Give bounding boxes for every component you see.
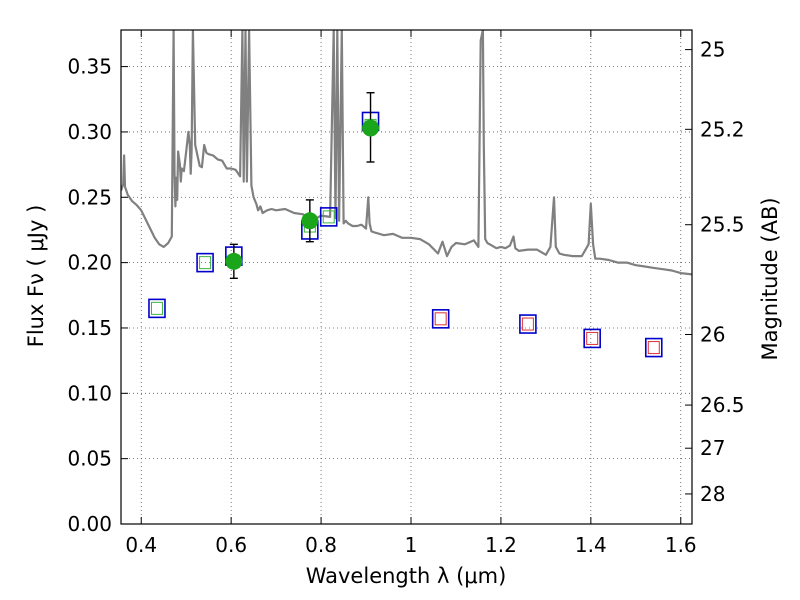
secondary-y-axis-label: Magnitude (AB) (758, 197, 782, 360)
sed-spectrum (121, 30, 692, 276)
y2-tick-label: 27 (700, 436, 725, 460)
x-tick-label: 0.6 (215, 533, 247, 557)
y2-tick-label: 28 (700, 482, 725, 506)
plot-frame (120, 29, 693, 525)
nir-model-box (644, 337, 663, 358)
y-tick-label: 0.30 (67, 120, 112, 144)
observed-point (362, 119, 380, 137)
sed-line (121, 30, 692, 276)
optical-model-inner-box (199, 256, 212, 270)
x-tick-label: 1.6 (665, 533, 697, 557)
y-tick-label: 0.25 (67, 185, 112, 209)
plot-border (120, 29, 693, 525)
optical-model-box (196, 252, 214, 273)
optical-model-box (319, 207, 338, 227)
data-markers (148, 92, 663, 358)
nir-model-inner-box (586, 331, 599, 345)
nir-model-box (431, 309, 450, 329)
y-tick-label: 0.10 (67, 381, 112, 405)
y2-tick-label: 26.5 (700, 393, 745, 417)
nir-model-inner-box (434, 312, 447, 326)
optical-model-inner-box (150, 301, 163, 315)
nir-model-inner-box (647, 341, 660, 355)
x-tick-label: 0.4 (125, 533, 157, 557)
y-tick-label: 0.05 (67, 447, 112, 471)
axis-ticks: 0.4 0.6 0.8 1 1.2 1.4 1.6 0.00 0.05 0.10 0.15 0.20 0… (67, 30, 745, 557)
y-tick-label: 0.00 (67, 512, 112, 536)
y2-tick-label: 25.5 (700, 213, 745, 237)
nir-model-inner-box (521, 317, 534, 331)
observed-point (225, 252, 243, 270)
optical-model-box (148, 298, 166, 319)
y2-tick-label: 25.2 (700, 117, 745, 141)
optical-model-inner-box (322, 210, 335, 224)
x-tick-label: 1 (405, 533, 418, 557)
y-tick-label: 0.35 (67, 55, 112, 79)
y2-tick-label: 26 (700, 323, 725, 347)
y2-tick-label: 25 (700, 38, 725, 62)
x-axis-label: Wavelength λ (μm) (306, 564, 507, 588)
y-tick-label: 0.15 (67, 316, 112, 340)
x-tick-label: 1.2 (485, 533, 517, 557)
x-tick-label: 0.8 (305, 533, 337, 557)
nir-model-box (519, 314, 537, 334)
observed-point (301, 212, 319, 230)
grid-lines (121, 30, 692, 525)
x-tick-label: 1.4 (575, 533, 607, 557)
y-axis-label: Flux Fν ( μJy ) (24, 205, 48, 348)
y-tick-label: 0.20 (67, 251, 112, 275)
nir-model-box (583, 328, 601, 349)
